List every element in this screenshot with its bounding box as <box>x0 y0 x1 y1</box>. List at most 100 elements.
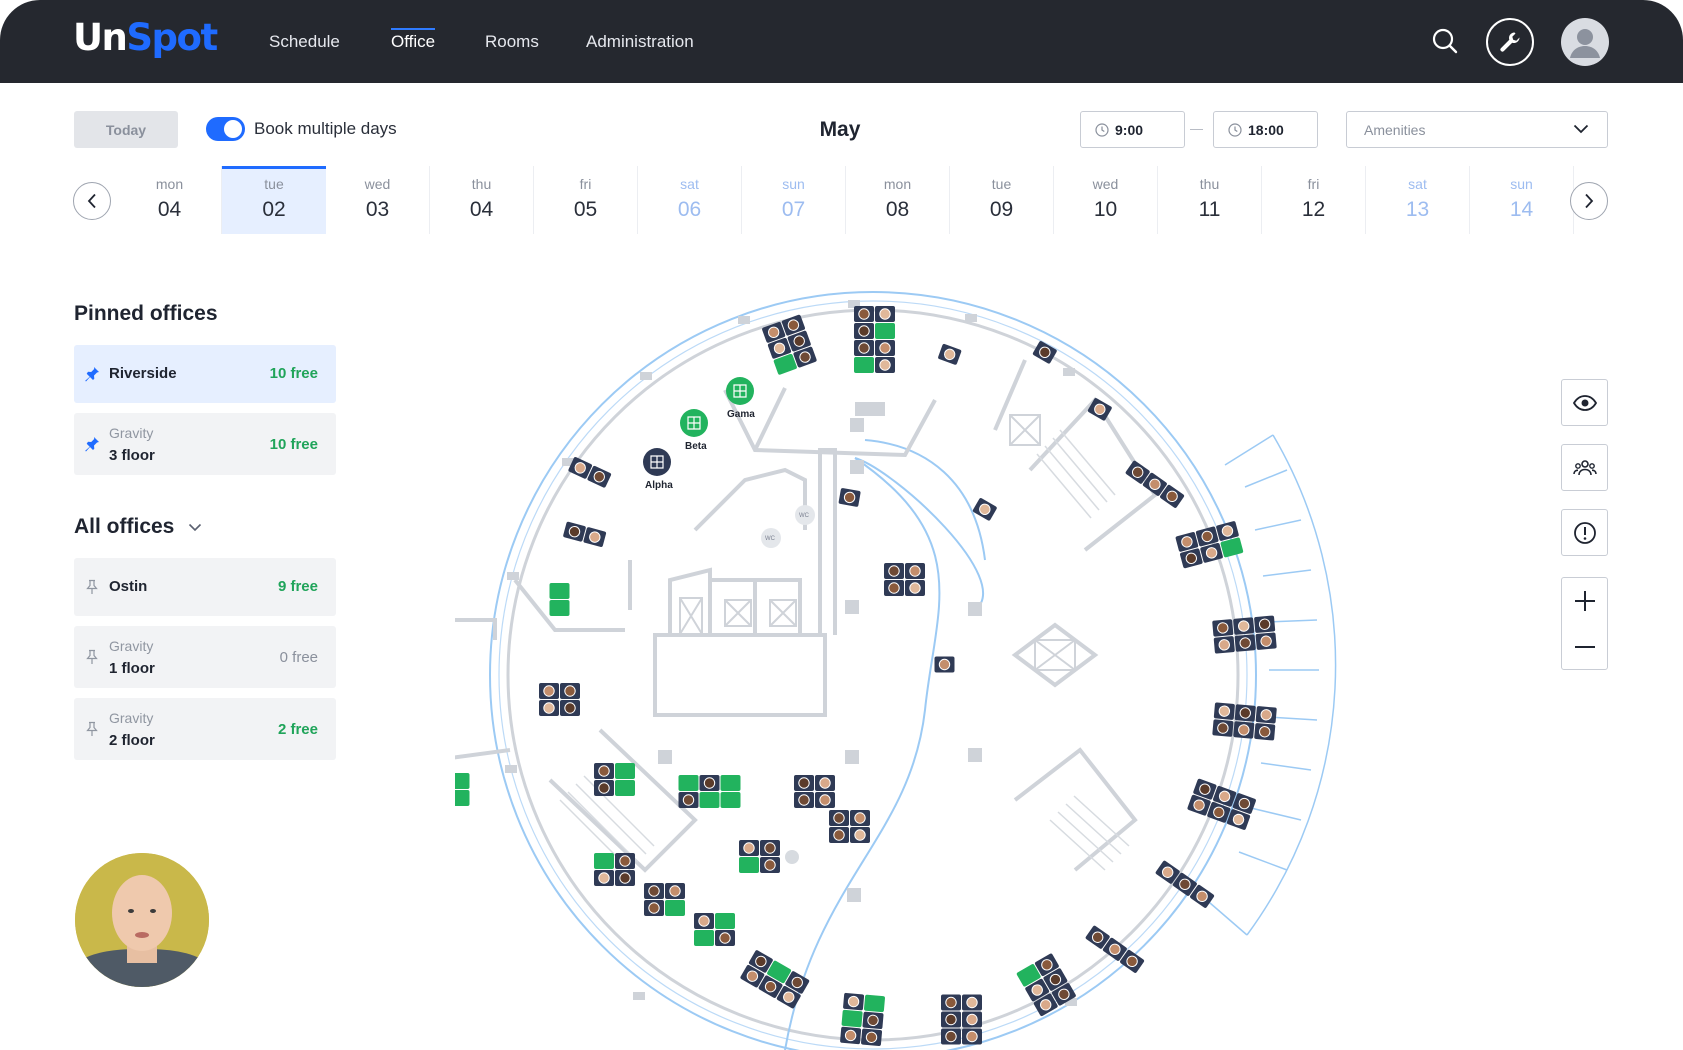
employee-avatar[interactable] <box>1165 489 1179 503</box>
visibility-button[interactable] <box>1561 379 1608 426</box>
employee-avatar[interactable] <box>888 565 900 577</box>
employee-avatar[interactable] <box>773 342 786 355</box>
desk-cluster[interactable] <box>455 773 470 806</box>
time-to-field[interactable]: 18:00 <box>1213 111 1318 148</box>
day-thu-11[interactable]: thu 11 <box>1158 166 1262 234</box>
employee-avatar[interactable] <box>619 855 631 867</box>
employee-avatar[interactable] <box>966 996 978 1009</box>
employee-avatar[interactable] <box>592 470 606 484</box>
desk-free[interactable] <box>773 353 797 375</box>
desk-cluster[interactable] <box>740 950 810 1010</box>
desk-free[interactable] <box>549 600 570 616</box>
desk-free[interactable] <box>615 763 635 779</box>
employee-avatar[interactable] <box>844 1029 857 1042</box>
employee-avatar[interactable] <box>1212 806 1225 819</box>
employee-avatar[interactable] <box>1093 402 1107 416</box>
employee-avatar[interactable] <box>1205 546 1218 559</box>
desk-free[interactable] <box>1220 537 1244 558</box>
employee-avatar[interactable] <box>719 932 731 944</box>
floor-plan[interactable]: WC WC Alpha Beta Gama <box>455 280 1375 1050</box>
employee-avatar[interactable] <box>1048 972 1062 986</box>
desk-cluster[interactable] <box>594 763 635 796</box>
employee-avatar[interactable] <box>1239 707 1251 719</box>
employee-avatar[interactable] <box>1039 998 1053 1012</box>
employee-avatar[interactable] <box>798 350 811 363</box>
employee-avatar[interactable] <box>1260 635 1272 647</box>
employee-avatar[interactable] <box>782 990 796 1004</box>
employee-avatar[interactable] <box>787 318 800 331</box>
employee-avatar[interactable] <box>833 812 845 824</box>
employee-avatar[interactable] <box>568 525 581 538</box>
employee-avatar[interactable] <box>858 342 870 354</box>
employee-avatar[interactable] <box>888 582 900 594</box>
employee-avatar[interactable] <box>1040 958 1054 972</box>
desk-cluster[interactable] <box>563 521 607 547</box>
user-avatar-button[interactable] <box>1561 18 1609 66</box>
desk-cluster[interactable] <box>1187 778 1257 830</box>
desk-cluster[interactable] <box>934 656 955 673</box>
employee-avatar[interactable] <box>1160 865 1174 879</box>
all-offices-toggle[interactable]: All offices <box>74 515 202 539</box>
desk-cluster[interactable] <box>1155 860 1215 909</box>
nav-office[interactable]: Office <box>391 0 436 83</box>
employee-avatar[interactable] <box>1239 637 1251 649</box>
desk-free[interactable] <box>720 792 741 808</box>
employee-avatar[interactable] <box>1232 813 1245 826</box>
prev-week-button[interactable] <box>73 182 111 220</box>
employee-avatar[interactable] <box>843 491 856 504</box>
office-card-ostin[interactable]: Ostin 9 free <box>74 558 336 616</box>
nav-rooms[interactable]: Rooms <box>485 31 539 51</box>
day-mon-08[interactable]: mon 08 <box>846 166 950 234</box>
desk-cluster[interactable] <box>1085 925 1145 974</box>
desk-cluster[interactable] <box>1087 397 1112 421</box>
employee-avatar[interactable] <box>1125 954 1139 968</box>
employee-avatar[interactable] <box>1238 724 1250 736</box>
employee-avatar[interactable] <box>543 702 555 714</box>
day-sat-06[interactable]: sat 06 <box>638 166 742 234</box>
employee-avatar[interactable] <box>1148 477 1162 491</box>
employee-avatar[interactable] <box>879 359 891 371</box>
office-card-gravity-3[interactable]: Gravity 3 floor 10 free <box>74 413 336 475</box>
desk-cluster[interactable] <box>694 913 735 946</box>
zoom-out-button[interactable] <box>1562 624 1607 670</box>
desk-cluster[interactable] <box>854 306 895 373</box>
desk-cluster[interactable] <box>568 456 612 488</box>
employee-avatar[interactable] <box>798 794 810 806</box>
employee-avatar[interactable] <box>854 829 866 841</box>
employee-avatar[interactable] <box>703 777 716 789</box>
employee-avatar[interactable] <box>764 859 776 871</box>
employee-avatar[interactable] <box>790 975 804 989</box>
employee-avatar[interactable] <box>1090 930 1104 944</box>
employee-avatar[interactable] <box>598 872 610 884</box>
employee-avatar[interactable] <box>764 842 776 854</box>
employee-avatar[interactable] <box>763 980 777 994</box>
today-button[interactable]: Today <box>74 111 178 148</box>
employee-avatar[interactable] <box>669 885 681 897</box>
office-card-gravity-1[interactable]: Gravity 1 floor 0 free <box>74 626 336 688</box>
employee-avatar[interactable] <box>819 777 831 789</box>
employee-avatar[interactable] <box>966 1013 978 1026</box>
meeting-room-alpha[interactable]: Alpha <box>643 448 673 491</box>
employee-avatar[interactable] <box>1108 942 1122 956</box>
employee-avatar[interactable] <box>938 658 951 671</box>
employee-avatar[interactable] <box>1192 798 1205 811</box>
day-wed-03[interactable]: wed 03 <box>326 166 430 234</box>
employee-avatar[interactable] <box>793 334 806 347</box>
desk-free[interactable] <box>875 323 895 339</box>
employee-avatar[interactable] <box>1221 525 1234 538</box>
day-wed-10[interactable]: wed 10 <box>1054 166 1158 234</box>
team-button[interactable] <box>1561 444 1608 491</box>
search-button[interactable] <box>1430 26 1460 56</box>
pin-outline-icon[interactable] <box>84 579 100 595</box>
employee-avatar[interactable] <box>1057 987 1071 1001</box>
employee-avatar[interactable] <box>1260 709 1272 721</box>
desk-cluster[interactable] <box>539 683 580 716</box>
employee-avatar[interactable] <box>858 308 870 320</box>
employee-avatar[interactable] <box>573 461 587 475</box>
employee-avatar[interactable] <box>1238 620 1250 632</box>
office-card-riverside[interactable]: Riverside 10 free <box>74 345 336 403</box>
employee-avatar[interactable] <box>1217 622 1229 634</box>
employee-avatar[interactable] <box>588 531 601 544</box>
employee-avatar[interactable] <box>1201 530 1214 543</box>
desk-free[interactable] <box>694 930 714 946</box>
